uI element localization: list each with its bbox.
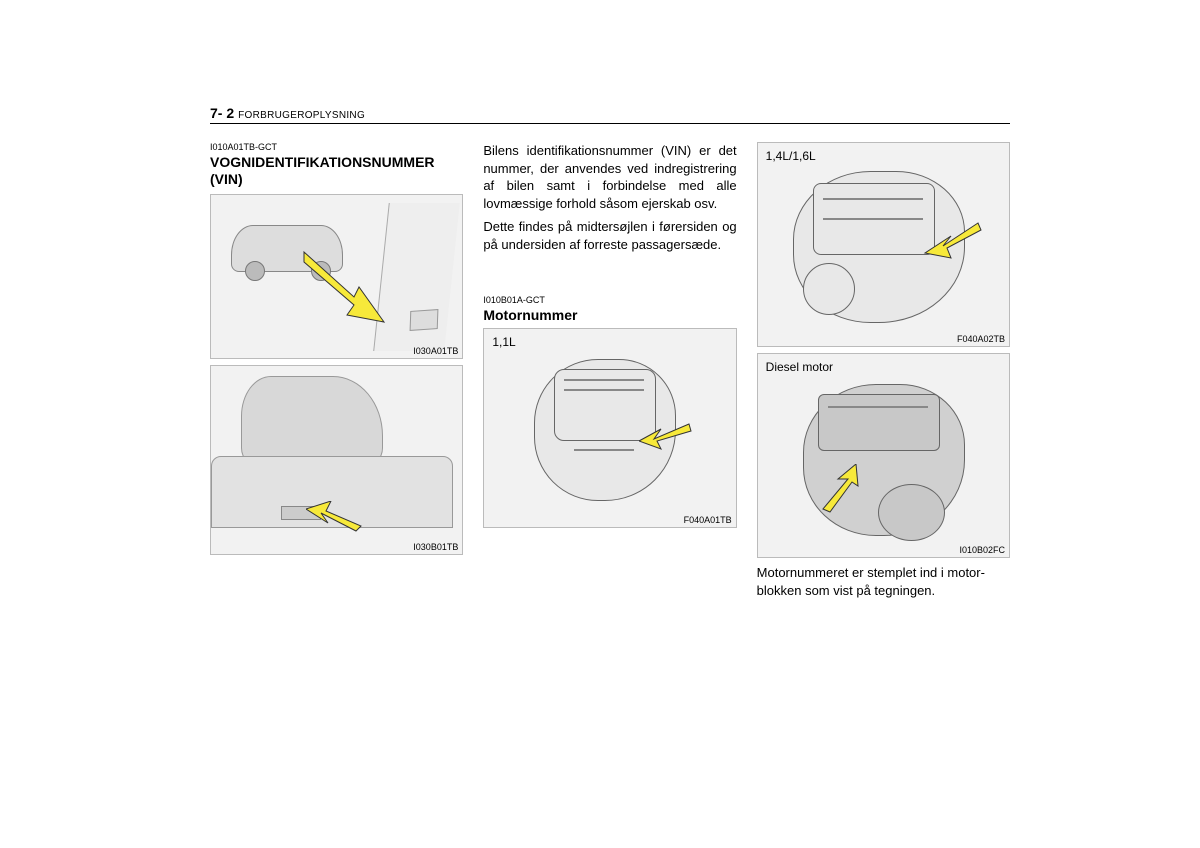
figure-vin-seat: I030B01TB: [210, 365, 463, 555]
document-page: 7- 2 FORBRUGEROPLYSNING I010A01TB-GCT VO…: [0, 0, 1200, 599]
figure-caption: Diesel motor: [766, 360, 833, 374]
figure-code: I010B02FC: [959, 545, 1005, 555]
content-columns: I010A01TB-GCT VOGNIDENTIFIKATIONSNUMMER …: [210, 142, 1010, 599]
page-number: 7- 2: [210, 105, 234, 121]
reference-code: I010B01A-GCT: [483, 295, 736, 305]
section-heading-engine-number: Motornummer: [483, 307, 736, 324]
paragraph: Dette findes på midtersøjlen i førerside…: [483, 218, 736, 253]
figure-caption: 1,1L: [492, 335, 515, 349]
figure-caption: 1,4L/1,6L: [766, 149, 816, 163]
header-section-title: FORBRUGEROPLYSNING: [238, 110, 365, 121]
figure-code: I030A01TB: [413, 346, 458, 356]
column-right: 1,4L/1,6L F040A02TB Diesel motor: [757, 142, 1010, 599]
page-header: 7- 2 FORBRUGEROPLYSNING: [210, 105, 1010, 124]
arrow-icon: [306, 501, 366, 541]
column-left: I010A01TB-GCT VOGNIDENTIFIKATIONSNUMMER …: [210, 142, 463, 599]
arrow-icon: [299, 247, 399, 327]
arrow-icon: [639, 419, 694, 454]
paragraph: Bilens identifikationsnummer (VIN) er de…: [483, 142, 736, 212]
section-heading-vin: VOGNIDENTIFIKATIONSNUMMER (VIN): [210, 154, 463, 188]
column-middle: Bilens identifikationsnummer (VIN) er de…: [483, 142, 736, 599]
figure-vin-location: I030A01TB: [210, 194, 463, 359]
figure-engine-11l: 1,1L F040A01TB: [483, 328, 736, 528]
figure-code: F040A01TB: [684, 515, 732, 525]
reference-code: I010A01TB-GCT: [210, 142, 463, 152]
figure-code: F040A02TB: [957, 334, 1005, 344]
figure-engine-14-16l: 1,4L/1,6L F040A02TB: [757, 142, 1010, 347]
arrow-icon: [818, 464, 873, 514]
paragraph: Motornummeret er stemplet ind i motor-bl…: [757, 564, 1010, 599]
arrow-icon: [923, 218, 983, 263]
figure-engine-diesel: Diesel motor I010B02FC: [757, 353, 1010, 558]
figure-code: I030B01TB: [413, 542, 458, 552]
